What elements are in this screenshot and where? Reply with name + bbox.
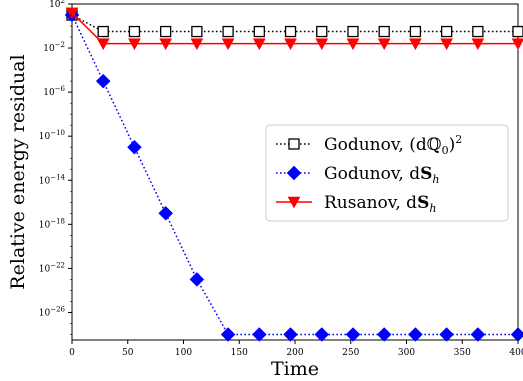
legend-entry: Godunov, dSh [276, 164, 439, 186]
data-point [439, 327, 454, 342]
data-point [440, 25, 453, 38]
data-point [189, 272, 205, 287]
y-tick-label: 10−10 [39, 129, 65, 142]
legend-label: Godunov, (dℚ0)2 [324, 133, 462, 157]
data-point [376, 327, 392, 342]
x-axis-ticks: 0 50 100 150 200 250 300 350 400 [69, 340, 523, 358]
data-point [440, 38, 454, 51]
data-point [222, 25, 234, 38]
y-tick-label: 10−22 [39, 261, 65, 274]
x-tick-label: 0 [69, 348, 75, 358]
y-tick-label: 10−14 [39, 173, 66, 186]
data-point [408, 327, 423, 342]
data-point [314, 327, 330, 342]
series-line [71, 14, 518, 33]
data-point [95, 73, 111, 89]
data-point [283, 327, 298, 342]
data-point [284, 25, 297, 38]
x-tick-label: 100 [175, 348, 192, 358]
data-point [97, 25, 109, 38]
legend-label: Rusanov, dSh [324, 193, 436, 215]
x-axis-label: Time [271, 358, 319, 380]
x-tick-label: 400 [509, 348, 523, 358]
data-point [251, 327, 267, 342]
y-tick-label: 10−6 [43, 85, 65, 98]
data-point [315, 38, 329, 51]
data-point [128, 38, 141, 51]
data-point [253, 25, 265, 38]
y-tick-label: 10−18 [39, 217, 65, 230]
data-point [470, 327, 486, 342]
data-point [190, 38, 204, 51]
y-axis-ticks: 102 10−2 10−6 10−10 10−14 10−18 10−22 10−26 [39, 0, 72, 335]
legend-entry: Godunov, (dℚ0)2 [276, 133, 462, 157]
data-point [377, 38, 391, 51]
legend-marker [288, 138, 300, 150]
data-point [347, 25, 359, 38]
y-axis-label: Relative energy residual [7, 54, 29, 289]
data-point [221, 38, 235, 51]
legend: Godunov, (dℚ0)2 Godunov, dSh Rusanov, dSh [265, 124, 509, 222]
data-point [191, 25, 203, 38]
data-point [408, 38, 422, 51]
data-point [512, 25, 523, 38]
data-point [128, 25, 141, 38]
legend-label: Godunov, dSh [324, 164, 439, 186]
x-tick-label: 300 [398, 348, 415, 358]
y-tick-label: 10−26 [39, 305, 66, 318]
data-point [160, 25, 172, 38]
data-point [378, 25, 390, 38]
data-point [284, 38, 297, 51]
data-point [158, 205, 174, 221]
legend-marker [286, 165, 302, 181]
data-point [252, 38, 266, 51]
data-point [511, 38, 523, 51]
data-point [346, 38, 360, 51]
series-2 [65, 7, 523, 51]
data-point [65, 7, 79, 20]
legend-box [265, 124, 509, 222]
y-tick-label: 10−2 [43, 41, 65, 54]
data-point [472, 25, 484, 38]
data-point [316, 25, 328, 38]
x-tick-label: 150 [231, 348, 248, 358]
data-point [220, 327, 236, 342]
data-point [409, 25, 422, 38]
legend-marker [287, 196, 301, 209]
x-tick-label: 200 [286, 348, 303, 358]
data-point [345, 327, 361, 342]
y-tick-label: 102 [49, 0, 65, 10]
data-point [96, 38, 110, 51]
data-point [471, 38, 485, 51]
data-point [159, 38, 173, 51]
x-tick-label: 250 [342, 348, 359, 358]
data-point [127, 139, 142, 155]
legend-entry: Rusanov, dSh [276, 193, 436, 215]
x-tick-label: 350 [454, 348, 471, 358]
x-tick-label: 50 [122, 348, 134, 358]
